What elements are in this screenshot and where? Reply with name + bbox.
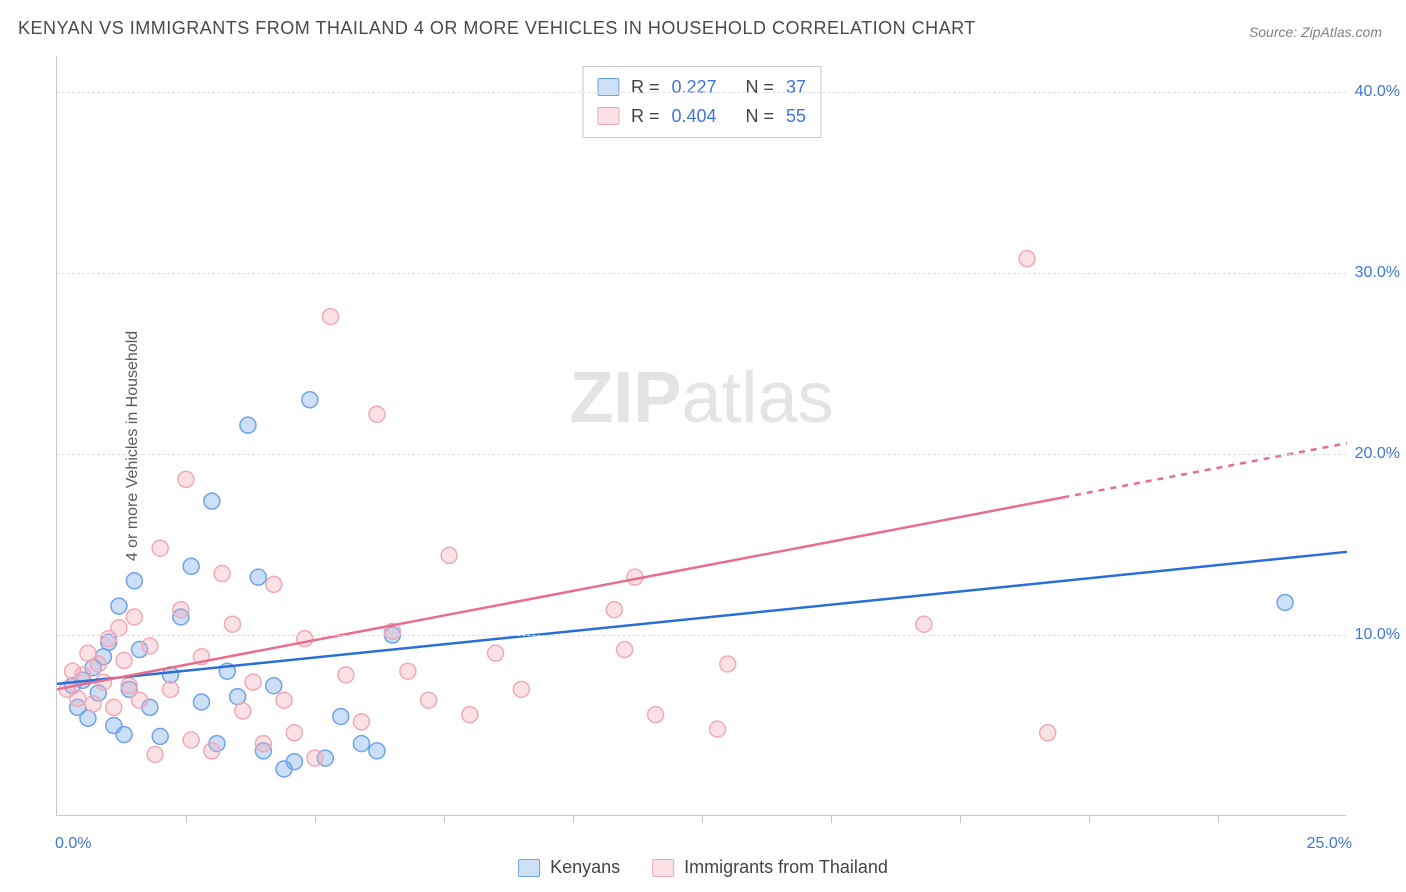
data-point [193, 694, 209, 710]
trend-line [57, 552, 1347, 684]
data-point [106, 699, 122, 715]
data-point [183, 558, 199, 574]
data-point [648, 707, 664, 723]
data-point [286, 754, 302, 770]
data-point [302, 392, 318, 408]
chart-plot-area: ZIPatlas R = 0.227 N = 37 R = 0.404 N = … [56, 56, 1346, 816]
x-max-label: 25.0% [1307, 835, 1352, 853]
data-point [333, 708, 349, 724]
source-attribution: Source: ZipAtlas.com [1249, 24, 1382, 40]
data-point [338, 667, 354, 683]
data-point [1040, 725, 1056, 741]
data-point [116, 727, 132, 743]
data-point [488, 645, 504, 661]
legend-item-kenyans: Kenyans [518, 857, 620, 878]
data-point [111, 598, 127, 614]
legend-label-thailand: Immigrants from Thailand [684, 857, 888, 878]
data-point [235, 703, 251, 719]
data-point [441, 547, 457, 563]
data-point [224, 616, 240, 632]
data-point [126, 609, 142, 625]
data-point [266, 576, 282, 592]
data-point [1277, 594, 1293, 610]
data-point [142, 638, 158, 654]
trend-line-extrapolated [1063, 443, 1347, 497]
y-tick-label: 30.0% [1355, 264, 1400, 282]
legend-swatch-kenyans [518, 859, 540, 877]
data-point [709, 721, 725, 737]
x-origin-label: 0.0% [55, 835, 91, 853]
data-point [240, 417, 256, 433]
data-point [307, 750, 323, 766]
data-point [178, 471, 194, 487]
data-point [606, 602, 622, 618]
data-point [121, 678, 137, 694]
data-point [85, 696, 101, 712]
data-point [255, 736, 271, 752]
data-point [70, 690, 86, 706]
data-point [90, 656, 106, 672]
data-point [152, 728, 168, 744]
data-point [720, 656, 736, 672]
data-point [80, 710, 96, 726]
legend-item-thailand: Immigrants from Thailand [652, 857, 888, 878]
data-point [204, 743, 220, 759]
data-point [250, 569, 266, 585]
data-point [400, 663, 416, 679]
data-point [369, 406, 385, 422]
data-point [513, 681, 529, 697]
data-point [173, 602, 189, 618]
data-point [353, 736, 369, 752]
y-tick-label: 40.0% [1355, 83, 1400, 101]
data-point [1019, 251, 1035, 267]
data-point [462, 707, 478, 723]
chart-title: KENYAN VS IMMIGRANTS FROM THAILAND 4 OR … [18, 18, 976, 39]
y-tick-label: 20.0% [1355, 445, 1400, 463]
data-point [147, 746, 163, 762]
data-point [421, 692, 437, 708]
data-point [230, 689, 246, 705]
data-point [353, 714, 369, 730]
data-point [163, 681, 179, 697]
data-point [116, 652, 132, 668]
data-point [111, 620, 127, 636]
data-point [214, 566, 230, 582]
data-point [617, 642, 633, 658]
data-point [286, 725, 302, 741]
data-point [266, 678, 282, 694]
data-point [916, 616, 932, 632]
data-point [132, 692, 148, 708]
data-point [276, 692, 292, 708]
legend-label-kenyans: Kenyans [550, 857, 620, 878]
data-point [245, 674, 261, 690]
scatter-svg [57, 56, 1346, 815]
data-point [126, 573, 142, 589]
data-point [152, 540, 168, 556]
legend-swatch-thailand [652, 859, 674, 877]
data-point [183, 732, 199, 748]
legend: Kenyans Immigrants from Thailand [518, 857, 888, 878]
data-point [204, 493, 220, 509]
data-point [369, 743, 385, 759]
data-point [322, 309, 338, 325]
trend-line [57, 497, 1063, 689]
y-tick-label: 10.0% [1355, 626, 1400, 644]
